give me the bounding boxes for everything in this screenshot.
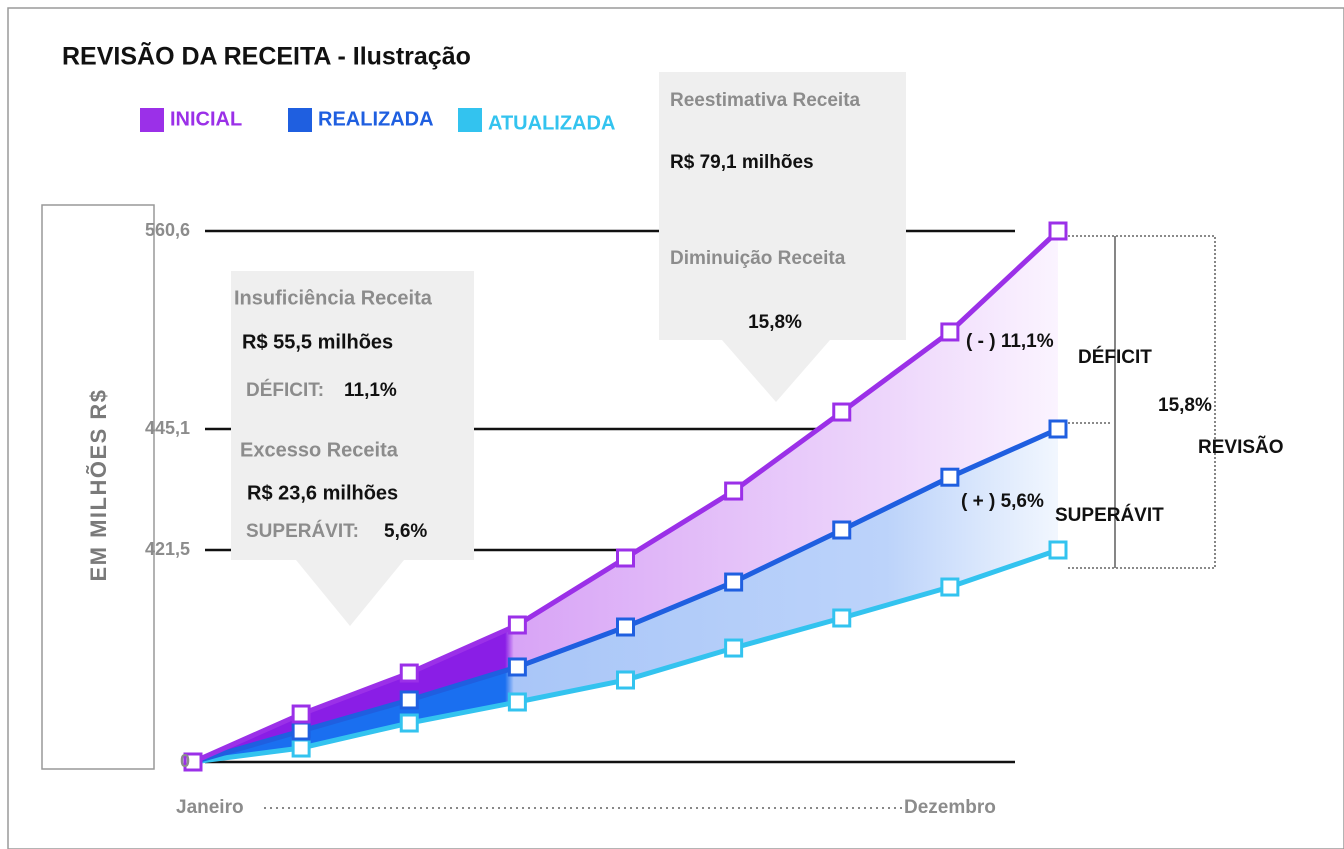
legend-swatch — [140, 108, 164, 132]
legend-label: INICIAL — [170, 108, 242, 130]
callout-amount: R$ 23,6 milhões — [247, 482, 398, 504]
side-label: ( - ) 11,1% — [966, 331, 1054, 352]
point-marker — [507, 657, 527, 677]
point-marker — [291, 704, 311, 724]
callout-title: Diminuição Receita — [670, 248, 846, 269]
point-marker — [399, 663, 419, 683]
callout-insufficiency: Insuficiência Receita R$ 55,5 milhões DÉ… — [231, 271, 474, 626]
side-label: ( + ) 5,6% — [961, 491, 1044, 512]
point-marker — [832, 520, 852, 540]
point-marker — [940, 467, 960, 487]
side-label: DÉFICIT — [1078, 346, 1152, 368]
legend-swatch — [288, 108, 312, 132]
point-marker — [399, 713, 419, 733]
point-marker — [1048, 419, 1068, 439]
point-marker — [291, 738, 311, 758]
point-marker — [616, 548, 635, 568]
point-marker — [940, 577, 960, 597]
y-axis-label: EM MILHÕES R$ — [86, 388, 111, 581]
chart-title: REVISÃO DA RECEITA - Ilustração — [62, 41, 471, 71]
x-tick-label: Dezembro — [904, 797, 996, 818]
callout-value: 5,6% — [384, 521, 427, 542]
callout-label: DÉFICIT: — [246, 379, 324, 401]
bracket-line — [1068, 235, 1216, 569]
y-tick-label: 445,1 — [145, 418, 190, 438]
callout-value: 11,1% — [344, 380, 397, 401]
point-marker — [616, 617, 635, 637]
point-marker — [1048, 540, 1068, 560]
point-marker — [616, 670, 635, 690]
point-marker — [291, 721, 311, 741]
callout-box — [659, 72, 906, 402]
y-label-box — [41, 204, 155, 770]
point-marker — [832, 402, 852, 422]
point-marker — [183, 752, 203, 772]
plot-area — [183, 221, 1068, 772]
legend-swatch — [458, 108, 482, 132]
callout-amount: R$ 55,5 milhões — [242, 331, 393, 353]
callout-reestimate: Reestimativa Receita R$ 79,1 milhões Dim… — [659, 72, 906, 402]
y-tick-label: 421,5 — [145, 539, 190, 559]
side-label: REVISÃO — [1198, 436, 1284, 458]
surplus-area — [193, 429, 1058, 762]
callout-title: Reestimativa Receita — [670, 90, 861, 111]
point-marker — [724, 638, 744, 658]
legend-label: ATUALIZADA — [488, 112, 615, 134]
callout-title: Insuficiência Receita — [234, 287, 433, 309]
point-marker — [399, 690, 419, 710]
point-marker — [724, 572, 744, 592]
point-marker — [832, 608, 852, 628]
revision-bracket — [1068, 235, 1216, 569]
point-marker — [940, 322, 960, 342]
side-label: SUPERÁVIT — [1055, 504, 1164, 526]
callout-title: Excesso Receita — [240, 439, 399, 461]
callout-box — [231, 271, 474, 626]
point-marker — [507, 692, 527, 712]
point-marker — [724, 481, 744, 501]
callout-amount: R$ 79,1 milhões — [670, 152, 814, 173]
point-marker — [1048, 221, 1068, 241]
callout-value: 15,8% — [748, 312, 802, 333]
legend-label: REALIZADA — [318, 108, 434, 130]
callout-label: SUPERÁVIT: — [246, 520, 359, 542]
legend: INICIAL REALIZADA ATUALIZADA — [140, 108, 615, 134]
x-tick-label: Janeiro — [176, 797, 244, 818]
side-label: 15,8% — [1158, 395, 1212, 416]
point-marker — [507, 615, 527, 635]
frame — [7, 7, 1344, 849]
y-tick-label: 0 — [180, 751, 190, 771]
deficit-area — [193, 231, 1058, 762]
y-tick-label: 560,6 — [145, 220, 190, 240]
